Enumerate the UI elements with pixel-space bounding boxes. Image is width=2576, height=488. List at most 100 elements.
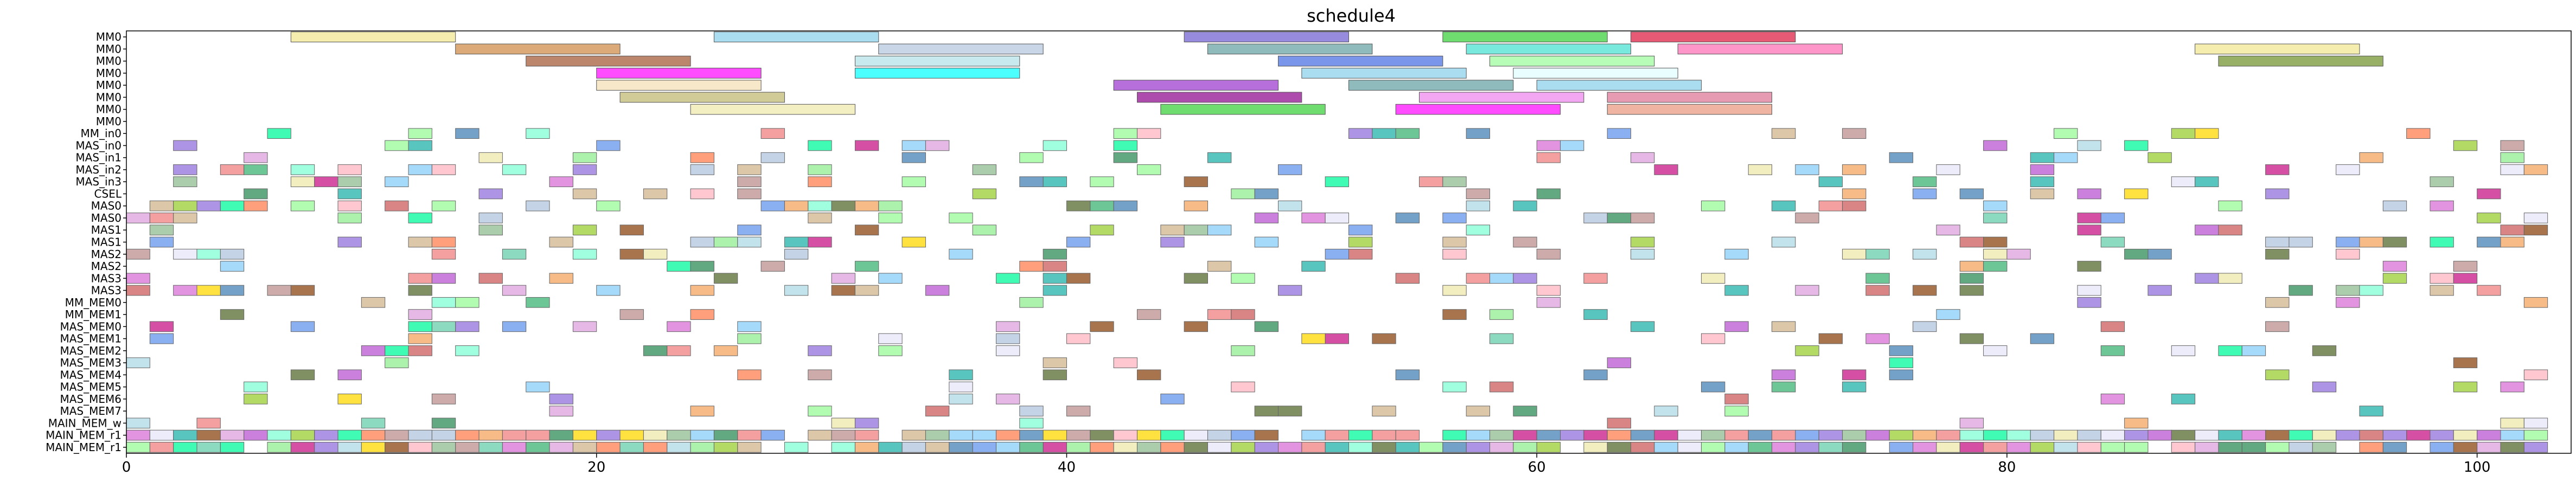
task-block — [408, 236, 432, 248]
task-block — [1066, 333, 1091, 344]
task-block — [2077, 224, 2101, 236]
task-block — [854, 429, 879, 441]
task-block — [267, 128, 291, 139]
task-block — [196, 248, 221, 260]
task-bar — [1419, 92, 1584, 103]
task-block — [1701, 381, 1725, 393]
task-block — [1560, 140, 1584, 151]
task-block — [1066, 406, 1091, 416]
task-block — [902, 236, 926, 248]
task-bar — [1536, 80, 1702, 91]
task-block — [596, 200, 621, 211]
task-block — [572, 321, 597, 332]
task-block — [1913, 248, 1937, 260]
task-block — [478, 213, 503, 223]
task-block — [2195, 224, 2219, 236]
task-block — [760, 152, 785, 163]
task-block — [173, 248, 197, 260]
task-block — [526, 128, 550, 139]
task-block — [1466, 429, 1491, 441]
task-block — [1913, 321, 1937, 332]
y-tick-label: MAS_in0 — [75, 139, 122, 152]
y-tick-label: MAS3 — [91, 284, 122, 297]
task-block — [1842, 442, 1867, 453]
task-block — [1372, 442, 1396, 453]
task-block — [478, 429, 503, 441]
task-block — [2077, 261, 2101, 272]
task-block — [1066, 442, 1091, 453]
x-tick-label: 100 — [2464, 459, 2491, 476]
task-block — [2453, 442, 2478, 453]
task-block — [1043, 176, 1067, 188]
task-bar — [1607, 92, 1773, 103]
task-block — [1490, 381, 1514, 393]
task-block — [1631, 321, 1655, 332]
task-block — [244, 381, 268, 393]
task-block — [290, 369, 315, 381]
task-block — [1136, 164, 1161, 175]
task-block — [478, 152, 503, 163]
task-block — [878, 333, 903, 344]
task-block — [361, 442, 386, 453]
task-bar — [1301, 68, 1467, 79]
task-block — [2477, 442, 2501, 453]
task-block — [1772, 321, 1796, 332]
x-tick-label: 40 — [1058, 459, 1076, 476]
task-bar — [290, 31, 456, 42]
task-block — [949, 248, 973, 260]
task-block — [1043, 273, 1067, 284]
task-block — [2218, 429, 2242, 441]
task-block — [149, 442, 174, 453]
task-block — [1348, 442, 1373, 453]
task-block — [2500, 140, 2524, 151]
task-block — [1113, 357, 1137, 368]
task-block — [1748, 429, 1773, 441]
task-block — [1913, 188, 1937, 200]
task-block — [1536, 152, 1561, 163]
task-block — [854, 285, 879, 296]
task-block — [1889, 369, 1914, 381]
task-block — [1583, 442, 1608, 453]
task-block — [1395, 429, 1420, 441]
task-block — [2030, 176, 2055, 188]
y-tick-label: MAS_MEM0 — [60, 320, 122, 333]
task-block — [244, 393, 268, 404]
task-block — [2195, 273, 2219, 284]
task-block — [408, 345, 432, 356]
task-block — [1842, 200, 1867, 211]
task-block — [1254, 213, 1279, 223]
task-block — [267, 442, 291, 453]
task-block — [2500, 224, 2524, 236]
task-block — [1207, 261, 1232, 272]
task-block — [126, 357, 150, 368]
task-block — [737, 442, 762, 453]
task-block — [1136, 442, 1161, 453]
task-block — [2500, 381, 2524, 393]
task-block — [1113, 128, 1137, 139]
task-block — [2030, 188, 2055, 200]
task-block — [290, 442, 315, 453]
task-bar — [1631, 31, 1796, 42]
task-block — [1865, 333, 1890, 344]
task-block — [220, 442, 245, 453]
task-block — [1724, 442, 1749, 453]
y-tick-label: MAS_in1 — [75, 151, 122, 164]
task-block — [1184, 442, 1208, 453]
task-block — [385, 357, 409, 368]
task-block — [925, 140, 950, 151]
task-block — [2171, 176, 2196, 188]
task-block — [173, 200, 197, 211]
task-block — [949, 393, 973, 404]
task-block — [149, 333, 174, 344]
task-block — [455, 297, 480, 308]
task-block — [1019, 406, 1044, 416]
y-tick-label: MAIN_MEM_w — [48, 416, 122, 429]
task-block — [478, 224, 503, 236]
task-block — [925, 442, 950, 453]
task-block — [1724, 429, 1749, 441]
y-tick-label: MAS0 — [91, 200, 122, 213]
task-block — [2077, 442, 2101, 453]
task-block — [2430, 273, 2454, 284]
task-block — [196, 429, 221, 441]
task-block — [149, 213, 174, 223]
